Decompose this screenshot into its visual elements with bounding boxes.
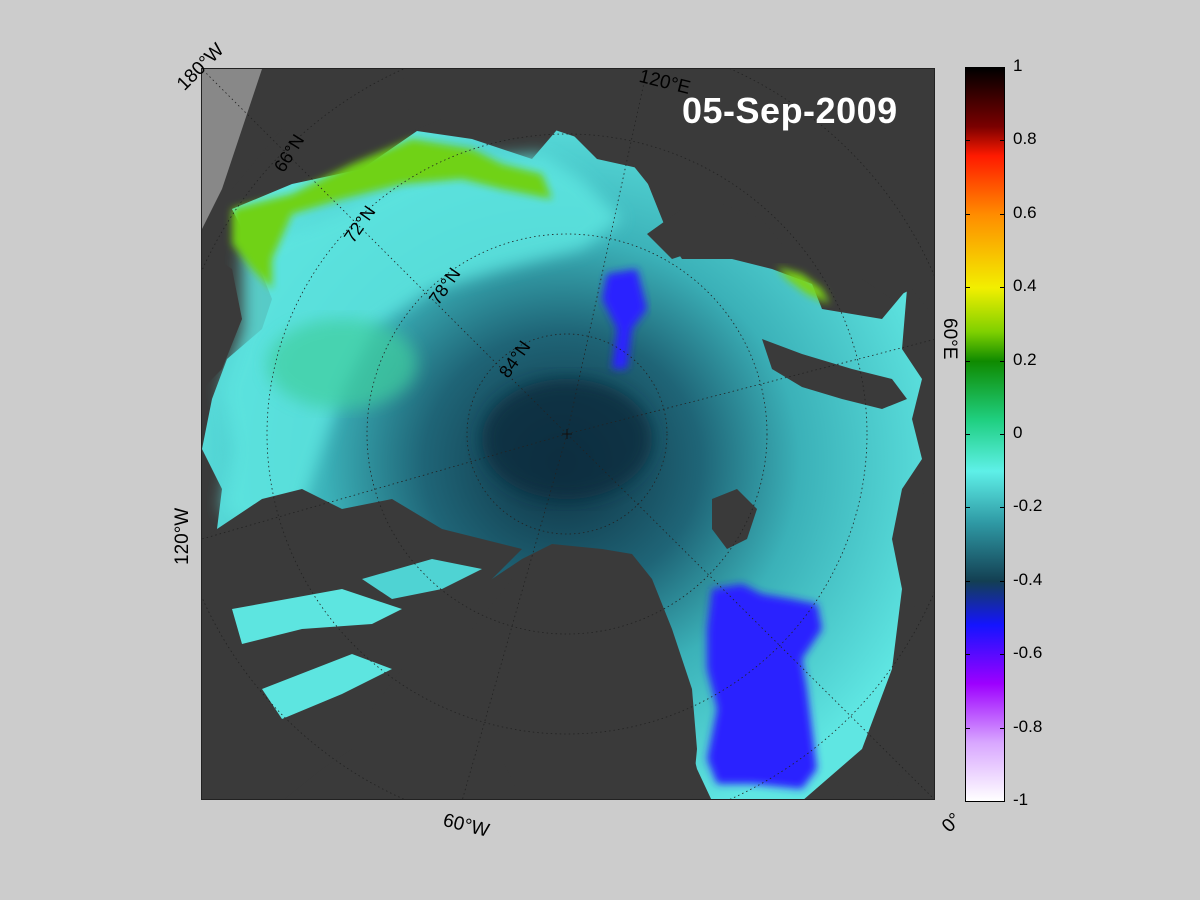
colorbar-tickmark bbox=[965, 727, 970, 729]
colorbar-tick-label: 1 bbox=[1013, 56, 1023, 75]
colorbar-tick-label: -1 bbox=[1013, 790, 1029, 809]
date-label: 05-Sep-2009 bbox=[682, 90, 898, 131]
colorbar-tickmark bbox=[965, 140, 970, 142]
colorbar-tickmark bbox=[965, 287, 970, 289]
colorbar-tickmark bbox=[965, 360, 970, 362]
novaya-zemlya-land bbox=[762, 339, 907, 409]
colorbar-tick-label: 0.4 bbox=[1013, 276, 1037, 296]
colorbar-tickmark bbox=[965, 580, 970, 582]
graticule bbox=[202, 69, 934, 799]
colorbar-tickmark bbox=[1000, 727, 1005, 729]
colorbar-tick-label: 0.2 bbox=[1013, 349, 1037, 369]
colorbar-tickmark bbox=[1000, 507, 1005, 509]
scandinavia-land bbox=[892, 456, 934, 799]
svalbard-land bbox=[712, 489, 757, 549]
alaska-land bbox=[202, 69, 402, 249]
colorbar-tickmark bbox=[1000, 140, 1005, 142]
eurasia-land bbox=[402, 69, 934, 317]
polar-map bbox=[201, 68, 935, 800]
colorbar-tick-label: -0.4 bbox=[1013, 569, 1043, 589]
archipelago-channel-1 bbox=[232, 589, 402, 644]
green-anomaly-strip bbox=[232, 139, 552, 289]
green-anomaly-kara bbox=[777, 267, 830, 304]
colorbar bbox=[965, 67, 1005, 802]
colorbar-tickmark bbox=[1000, 287, 1005, 289]
colorbar-tickmark bbox=[965, 213, 970, 215]
archipelago-channel-3 bbox=[362, 559, 482, 599]
pole-marker bbox=[562, 429, 572, 439]
archipelago-channel-2 bbox=[262, 654, 392, 719]
colorbar-tick-label: 0.8 bbox=[1013, 129, 1037, 149]
lon-label-0: 0° bbox=[938, 809, 966, 837]
colorbar-tickmark bbox=[965, 507, 970, 509]
colorbar-tick-label: 0.6 bbox=[1013, 202, 1037, 222]
blue-anomaly-south bbox=[707, 584, 822, 789]
colorbar-tickmark bbox=[965, 654, 970, 656]
colorbar-tick-label: -0.6 bbox=[1013, 643, 1043, 663]
lon-label-60w: 60°W bbox=[440, 810, 492, 842]
taymyr-land bbox=[647, 204, 782, 259]
lon-label-60e: 60°E bbox=[939, 318, 960, 360]
colorbar-tickmark bbox=[1000, 360, 1005, 362]
colorbar-tickmark bbox=[1000, 213, 1005, 215]
blue-anomaly-north bbox=[602, 269, 647, 369]
colorbar-tick-label: -0.2 bbox=[1013, 496, 1043, 516]
colorbar-tickmark bbox=[965, 434, 970, 435]
ice-shelf-gray bbox=[202, 69, 262, 229]
colorbar-tick-label: -0.8 bbox=[1013, 716, 1043, 736]
greenland-land bbox=[472, 549, 697, 799]
green-patch bbox=[267, 319, 417, 409]
cyan-rim bbox=[222, 154, 622, 539]
colorbar-tickmark bbox=[1000, 434, 1005, 435]
lon-label-120w: 120°W bbox=[172, 507, 193, 565]
colorbar-tickmark bbox=[1000, 654, 1005, 656]
colorbar-tickmark bbox=[1000, 580, 1005, 582]
colorbar-tick-label: 0 bbox=[1013, 423, 1023, 442]
alaska-left-land bbox=[202, 249, 242, 389]
